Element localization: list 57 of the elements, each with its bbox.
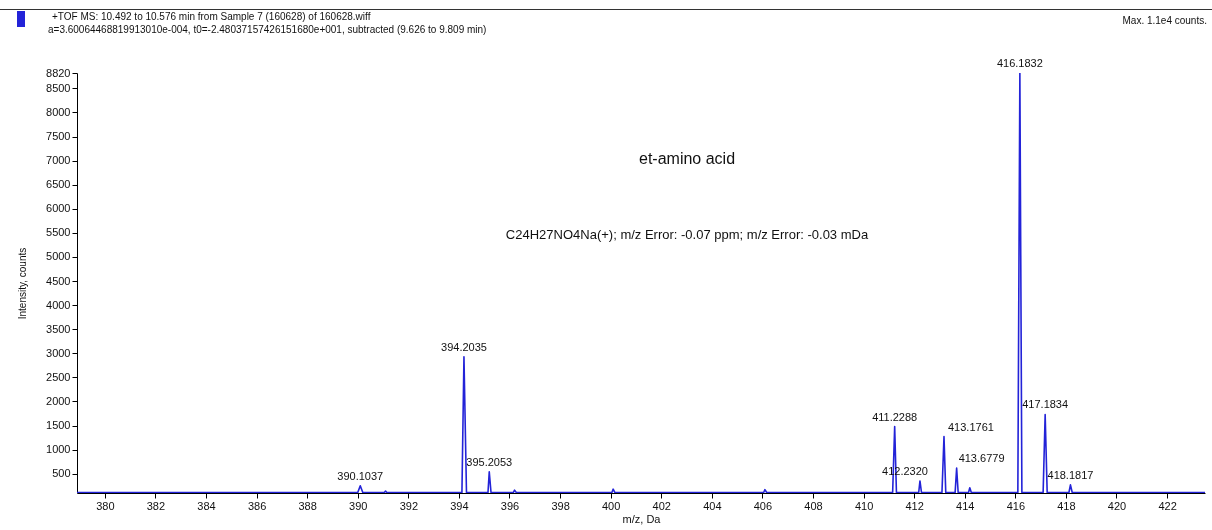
annotation: 394.2035 (441, 340, 487, 353)
y-tick-label: 8000 (46, 106, 71, 118)
x-tick-label: 396 (500, 499, 520, 512)
x-tick-label: 380 (96, 499, 115, 512)
x-tick-label: 422 (1158, 499, 1177, 512)
annotation: et-amino acid (638, 150, 736, 167)
x-tick-label: 412 (905, 499, 924, 512)
annotation: 390.1037 (337, 469, 384, 482)
y-axis-title: Intensity, counts (17, 247, 29, 320)
y-tick-label: 1500 (46, 419, 71, 432)
annotation: C24H27NO4Na(+); m/z Error: -0.07 ppm; m/z Error: -0.03 mDa (505, 227, 869, 242)
x-tick-label: 400 (601, 499, 621, 512)
y-tick-label: 7500 (46, 130, 71, 143)
x-tick-label: 394 (450, 499, 469, 512)
y-tick-label: 2000 (46, 394, 71, 407)
x-tick-label: 398 (551, 499, 570, 512)
y-tick-label: 3000 (46, 346, 71, 359)
x-tick-label: 384 (197, 499, 216, 512)
annotation: 411.2288 (872, 410, 918, 423)
x-tick-label: 382 (146, 499, 166, 512)
y-tick-label: 1000 (46, 443, 71, 456)
text: Max. 1.1e4 counts. (1122, 15, 1207, 26)
y-tick-label: 8500 (46, 81, 71, 94)
line-series (77, 73, 1205, 493)
annotation: 417.1834 (1022, 398, 1069, 411)
annotation: 413.1761 (947, 420, 994, 433)
x-tick-label: 410 (854, 499, 874, 512)
x-tick-label: 416 (1006, 499, 1025, 512)
x-tick-label: 390 (349, 499, 368, 512)
y-tick-label: 500 (52, 467, 71, 480)
annotation: 395.2053 (466, 455, 513, 468)
x-tick-label: 406 (753, 499, 773, 512)
x-tick-label: 388 (298, 499, 317, 512)
x-tick-label: 408 (804, 499, 823, 512)
annotation: 416.1832 (996, 57, 1043, 69)
x-tick-label: 404 (703, 499, 722, 512)
y-tick-label: 6500 (46, 178, 71, 191)
x-tick-label: 386 (247, 499, 267, 512)
y-tick-label: 2500 (46, 370, 71, 383)
chart-subtitle: a=3.60064468819913010e-004, t0=-2.48037157426151680e+001, subtracted (9.626 to 9.809 min) (48, 24, 487, 35)
chart-title: +TOF MS: 10.492 to 10.576 min from Sample 7 (160628) of 160628.wiff (52, 11, 371, 22)
annotation: 413.6779 (958, 451, 1005, 464)
y-tick-label: 4000 (46, 298, 71, 311)
x-tick-label: 418 (1057, 499, 1076, 512)
x-tick-label: 414 (956, 499, 975, 512)
y-tick-label: 6000 (46, 202, 71, 215)
x-tick-label: 392 (399, 499, 418, 512)
y-tick-label: 7000 (46, 154, 71, 167)
x-axis-title: m/z, Da (622, 512, 662, 525)
y-tick-label: 8820 (46, 66, 71, 79)
y-tick-label: 4500 (46, 274, 71, 287)
annotation: 418.1817 (1047, 468, 1094, 481)
y-tick-label: 5000 (46, 250, 71, 263)
x-tick-label: 420 (1107, 499, 1127, 512)
y-tick-label: 5500 (46, 226, 71, 239)
x-tick-label: 402 (652, 499, 671, 512)
y-tick-label: 3500 (46, 322, 71, 335)
